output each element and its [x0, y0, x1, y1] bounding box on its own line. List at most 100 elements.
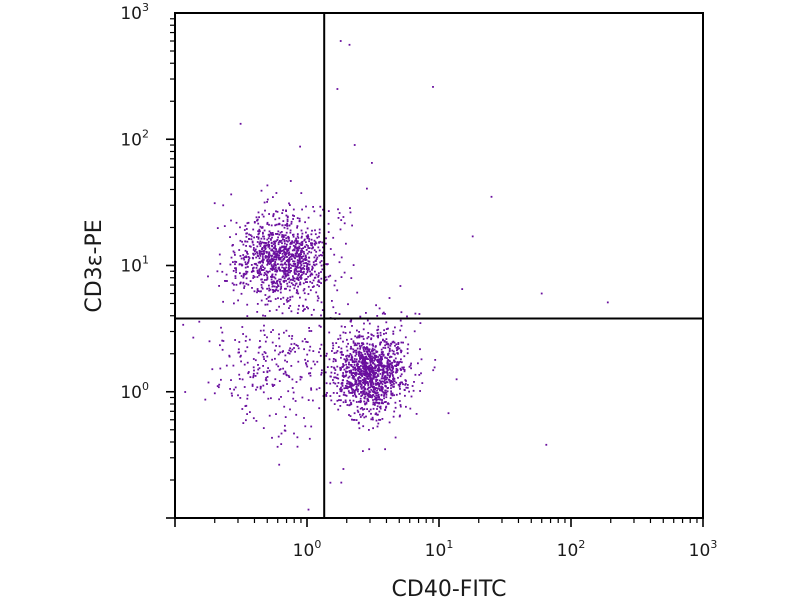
- scatter-point: [361, 379, 364, 381]
- scatter-point: [272, 280, 275, 283]
- scatter-point: [304, 308, 306, 310]
- scatter-point: [282, 367, 284, 370]
- scatter-point: [367, 395, 370, 398]
- scatter-point: [348, 370, 351, 372]
- scatter-point: [271, 383, 274, 386]
- scatter-point: [253, 221, 256, 223]
- scatter-point: [376, 332, 379, 334]
- scatter-point: [324, 279, 327, 282]
- scatter-point: [400, 341, 403, 344]
- scatter-point: [219, 262, 222, 265]
- scatter-point: [357, 367, 359, 370]
- scatter-point: [261, 241, 263, 244]
- scatter-point: [344, 385, 347, 387]
- scatter-point: [251, 269, 254, 272]
- scatter-point: [300, 250, 303, 253]
- scatter-point: [266, 376, 269, 378]
- scatter-point: [334, 358, 337, 361]
- scatter-point: [373, 352, 376, 355]
- scatter-point: [257, 364, 259, 366]
- scatter-point: [358, 331, 360, 333]
- scatter-point: [378, 307, 381, 310]
- y-tick-label: 102: [120, 127, 149, 150]
- scatter-point: [285, 287, 287, 290]
- scatter-point: [365, 402, 368, 405]
- scatter-point: [268, 252, 271, 255]
- scatter-point: [220, 326, 222, 329]
- scatter-point: [226, 280, 228, 282]
- scatter-point: [378, 410, 381, 413]
- scatter-point: [284, 248, 286, 251]
- scatter-point: [278, 463, 281, 466]
- scatter-point: [312, 350, 315, 352]
- scatter-point: [263, 237, 266, 240]
- scatter-point: [266, 276, 269, 279]
- scatter-point: [290, 267, 292, 269]
- scatter-point: [263, 235, 265, 238]
- scatter-point: [310, 314, 313, 316]
- scatter-point: [283, 251, 286, 254]
- scatter-point: [295, 267, 298, 269]
- scatter-point: [296, 235, 299, 238]
- scatter-point: [299, 296, 301, 299]
- scatter-point: [343, 222, 346, 225]
- scatter-point: [287, 266, 290, 269]
- scatter-point: [246, 253, 249, 255]
- x-axis-ticks: [174, 518, 704, 527]
- scatter-point: [373, 386, 375, 388]
- scatter-point: [400, 311, 403, 314]
- scatter-point: [378, 383, 380, 385]
- scatter-point: [358, 353, 360, 356]
- scatter-point: [317, 297, 320, 300]
- scatter-point: [388, 379, 391, 381]
- scatter-point: [302, 258, 305, 261]
- scatter-point: [297, 242, 299, 245]
- scatter-point: [281, 224, 284, 227]
- scatter-point: [385, 391, 388, 394]
- scatter-point: [369, 386, 372, 389]
- scatter-point: [375, 378, 377, 381]
- scatter-point: [245, 245, 247, 247]
- scatter-point: [288, 247, 291, 250]
- scatter-point: [305, 249, 308, 251]
- scatter-point: [332, 236, 335, 239]
- scatter-point: [367, 349, 369, 351]
- scatter-point: [294, 246, 296, 249]
- scatter-point: [302, 305, 305, 308]
- scatter-point: [248, 245, 251, 248]
- scatter-point: [375, 380, 377, 383]
- scatter-point: [357, 335, 360, 338]
- scatter-point: [342, 216, 345, 218]
- scatter-point: [371, 365, 374, 368]
- scatter-point: [306, 265, 309, 267]
- scatter-point: [242, 333, 244, 335]
- scatter-point: [342, 372, 344, 374]
- scatter-point: [369, 377, 372, 379]
- scatter-point: [325, 263, 327, 265]
- scatter-point: [410, 395, 413, 398]
- scatter-point: [356, 365, 359, 368]
- scatter-point: [280, 396, 282, 398]
- scatter-point: [381, 388, 384, 391]
- scatter-point: [311, 242, 313, 245]
- scatter-point: [279, 288, 282, 291]
- scatter-point: [384, 389, 387, 392]
- scatter-point: [334, 312, 337, 314]
- scatter-point: [218, 253, 221, 256]
- scatter-point: [307, 247, 310, 249]
- scatter-point: [389, 360, 391, 363]
- scatter-point: [287, 235, 290, 238]
- scatter-point: [388, 367, 391, 370]
- scatter-point: [402, 383, 404, 386]
- scatter-point: [286, 243, 288, 246]
- scatter-point: [285, 260, 288, 262]
- scatter-point: [313, 239, 316, 242]
- scatter-point: [377, 370, 380, 373]
- scatter-point: [384, 382, 386, 384]
- scatter-point: [259, 345, 262, 348]
- scatter-point: [378, 385, 380, 388]
- scatter-point: [362, 372, 364, 375]
- scatter-point: [287, 374, 290, 377]
- scatter-point: [303, 268, 306, 270]
- scatter-point: [271, 275, 274, 278]
